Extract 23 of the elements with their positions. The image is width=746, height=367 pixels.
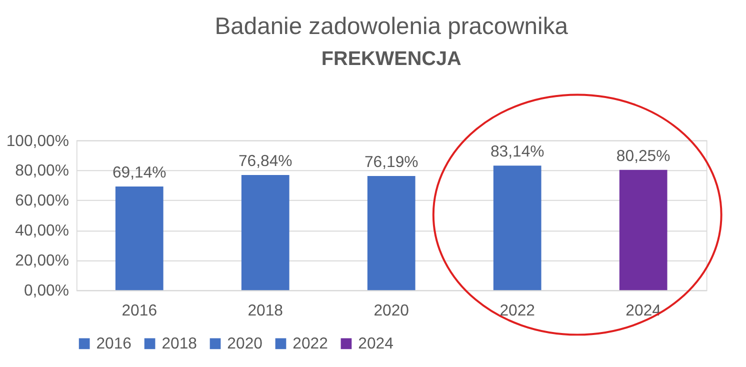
chart-subtitle: FREKWENCJA: [321, 48, 462, 70]
data-label: 69,14%: [112, 164, 166, 182]
x-tick-label: 2016: [122, 302, 158, 320]
y-tick-label: 60,00%: [15, 192, 69, 210]
y-tick-label: 40,00%: [15, 222, 69, 240]
legend-label: 2020: [227, 336, 263, 353]
legend-label: 2024: [358, 336, 394, 353]
chart-title: Badanie zadowolenia pracownika: [214, 13, 569, 40]
data-label: 83,14%: [490, 144, 544, 161]
y-tick-label: 80,00%: [15, 162, 69, 180]
x-tick-label: 2024: [626, 302, 662, 320]
legend-label: 2016: [96, 336, 132, 353]
legend-label: 2022: [292, 336, 328, 353]
legend-label: 2018: [162, 336, 198, 353]
y-tick-label: 100,00%: [6, 132, 69, 150]
data-label: 80,25%: [616, 148, 670, 165]
x-tick-label: 2022: [500, 302, 536, 320]
data-label: 76,84%: [238, 153, 292, 170]
x-tick-label: 2020: [374, 302, 410, 320]
data-label: 76,19%: [364, 154, 418, 172]
y-tick-label: 0,00%: [24, 282, 69, 300]
y-tick-label: 20,00%: [15, 252, 69, 270]
x-tick-label: 2018: [248, 302, 284, 320]
